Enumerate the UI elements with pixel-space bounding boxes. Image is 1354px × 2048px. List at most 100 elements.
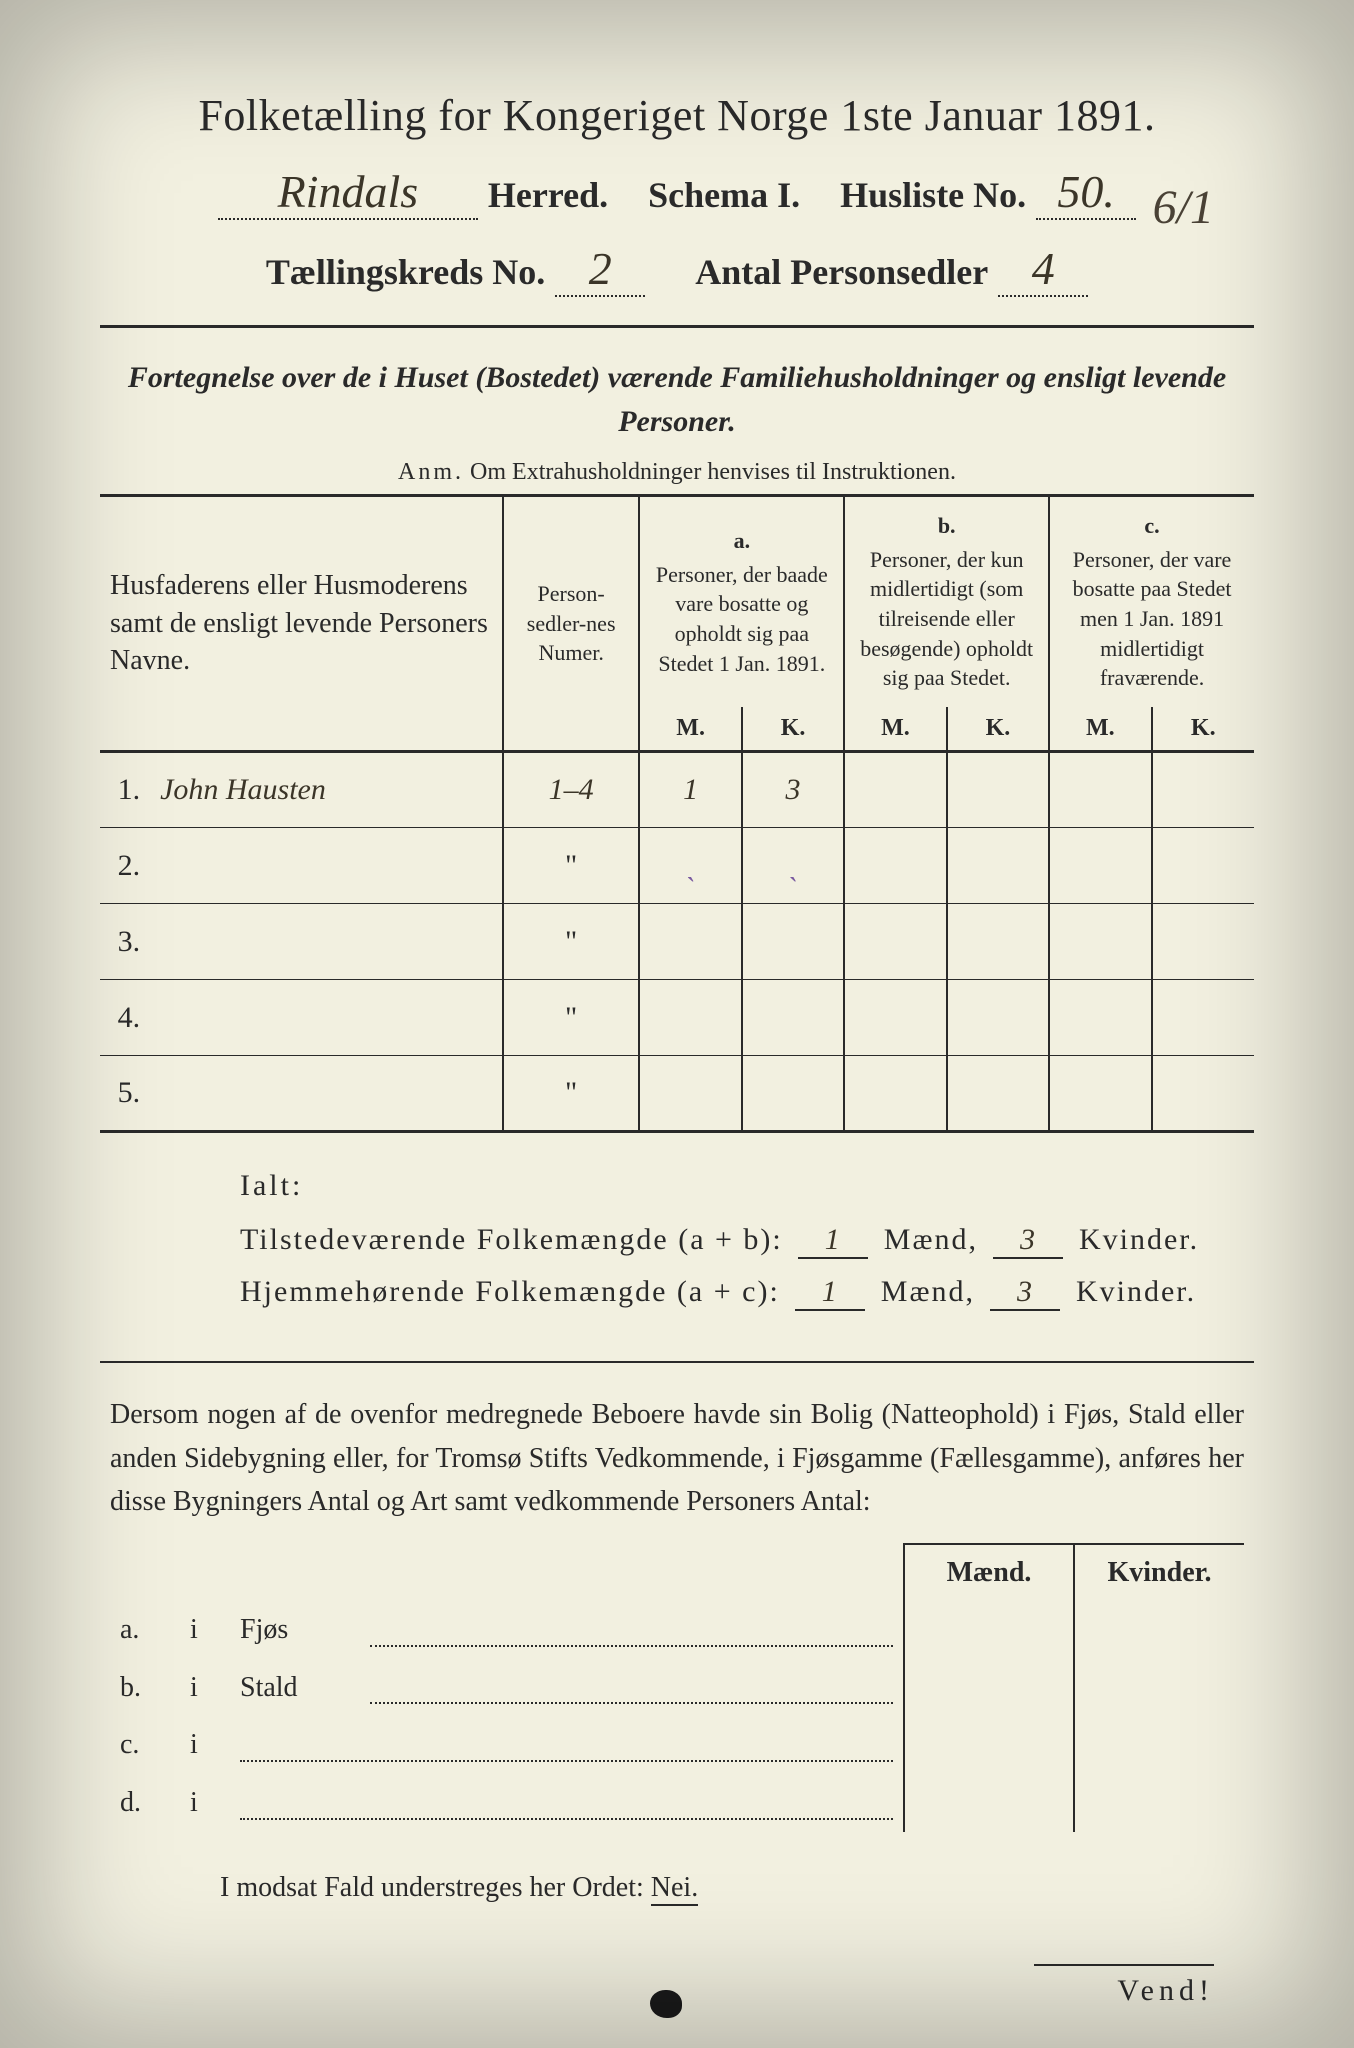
cell-a-k: 3 (742, 752, 844, 828)
present-m: 1 (798, 1223, 868, 1259)
form-title: Folketælling for Kongeriget Norge 1ste J… (100, 90, 1254, 141)
cell-c-k (1152, 904, 1254, 980)
res-row: c. i (110, 1716, 1244, 1774)
col-b-m: M. (844, 707, 946, 752)
col-b-k: K. (947, 707, 1049, 752)
cell-b-k (947, 1056, 1049, 1132)
res-m (904, 1601, 1074, 1659)
res-dots (360, 1601, 904, 1659)
row-num: 4. (100, 980, 150, 1056)
antal-label: Antal Personsedler (695, 251, 988, 293)
corner-fraction: 6/1 (1153, 180, 1214, 235)
res-head-blank (110, 1544, 904, 1601)
schema-label: Schema I. (648, 174, 800, 216)
cell-b-m (844, 904, 946, 980)
census-form-page: 6/1 Folketælling for Kongeriget Norge 1s… (100, 90, 1254, 2008)
res-k (1074, 1716, 1244, 1774)
cell-c-m (1049, 752, 1151, 828)
residence-table-wrap: Mænd. Kvinder. a. i Fjøs b. i Stald c. (110, 1543, 1244, 1831)
residence-table: Mænd. Kvinder. a. i Fjøs b. i Stald c. (110, 1543, 1244, 1831)
resident-k: 3 (990, 1275, 1060, 1311)
cell-c-m (1049, 1056, 1151, 1132)
row-numer: " (503, 904, 640, 980)
res-row: a. i Fjøs (110, 1601, 1244, 1659)
row-num: 1. (100, 752, 150, 828)
ialt-label: Ialt: (240, 1169, 1254, 1203)
table-row: 1. John Hausten 1–4 1 3 (100, 752, 1254, 828)
res-dots (230, 1774, 904, 1832)
res-dots (230, 1716, 904, 1774)
res-type: Stald (230, 1659, 360, 1717)
table-row: 5. " (100, 1056, 1254, 1132)
row-name: John Hausten (150, 752, 503, 828)
rule-3 (1034, 1964, 1214, 1966)
row-numer: 1–4 (503, 752, 640, 828)
table-row: 4. " (100, 980, 1254, 1056)
res-i: i (180, 1659, 230, 1717)
res-k (1074, 1659, 1244, 1717)
cell-a-m (639, 1056, 741, 1132)
col-c: c. Personer, der vare bosatte paa Stedet… (1049, 496, 1254, 708)
total-line-resident: Hjemmehørende Folkemængde (a + c): 1 Mæn… (240, 1275, 1254, 1311)
col-a: a. Personer, der baade vare bosatte og o… (639, 496, 844, 708)
cell-a-k (742, 980, 844, 1056)
row-name (150, 904, 503, 980)
res-letter: c. (110, 1716, 180, 1774)
res-i: i (180, 1601, 230, 1659)
res-type: Fjøs (230, 1601, 360, 1659)
row-num: 2. (100, 828, 150, 904)
husliste-label: Husliste No. (840, 174, 1026, 216)
form-description: Fortegnelse over de i Huset (Bostedet) v… (100, 356, 1254, 443)
footer-line: I modsat Fald understreges her Ordet: Ne… (220, 1872, 1254, 1904)
anm-text: Om Extrahusholdninger henvises til Instr… (470, 459, 956, 485)
row-num: 3. (100, 904, 150, 980)
col-b: b. Personer, der kun midlertidigt (som t… (844, 496, 1049, 708)
cell-c-k (1152, 980, 1254, 1056)
residence-paragraph: Dersom nogen af de ovenfor medregnede Be… (110, 1393, 1244, 1523)
kreds-value: 2 (555, 242, 645, 297)
col-numer: Person-sedler-nes Numer. (503, 496, 640, 752)
cell-c-m (1049, 828, 1151, 904)
present-k: 3 (993, 1223, 1063, 1259)
row-numer: " (503, 980, 640, 1056)
col-names: Husfaderens eller Husmoderens samt de en… (100, 496, 503, 752)
row-num: 5. (100, 1056, 150, 1132)
res-row: d. i (110, 1774, 1244, 1832)
antal-value: 4 (998, 242, 1088, 297)
cell-a-m: ˎ (639, 828, 741, 904)
kreds-label: Tællingskreds No. (266, 251, 545, 293)
household-table: Husfaderens eller Husmoderens samt de en… (100, 494, 1254, 1133)
res-letter: a. (110, 1601, 180, 1659)
res-k (1074, 1774, 1244, 1832)
anm-label: Anm. (398, 459, 464, 485)
cell-c-k (1152, 752, 1254, 828)
cell-b-m (844, 752, 946, 828)
resident-m: 1 (795, 1275, 865, 1311)
cell-b-m (844, 828, 946, 904)
row-name (150, 828, 503, 904)
res-head-kvinder: Kvinder. (1074, 1544, 1244, 1601)
cell-c-m (1049, 904, 1151, 980)
cell-b-k (947, 904, 1049, 980)
cell-a-k: ˎ (742, 828, 844, 904)
cell-a-k (742, 904, 844, 980)
table-row: 3. " (100, 904, 1254, 980)
herred-label: Herred. (488, 174, 608, 216)
res-m (904, 1716, 1074, 1774)
header-line-3: Tællingskreds No. 2 Antal Personsedler 4 (100, 242, 1254, 297)
ink-blot-icon (650, 1990, 682, 2018)
cell-a-m (639, 980, 741, 1056)
row-numer: " (503, 1056, 640, 1132)
cell-b-k (947, 980, 1049, 1056)
res-m (904, 1774, 1074, 1832)
cell-b-k (947, 752, 1049, 828)
total-line-present: Tilstedeværende Folkemængde (a + b): 1 M… (240, 1223, 1254, 1259)
herred-value: Rindals (218, 165, 478, 220)
res-head-maend: Mænd. (904, 1544, 1074, 1601)
row-numer: " (503, 828, 640, 904)
cell-a-m: 1 (639, 752, 741, 828)
res-i: i (180, 1774, 230, 1832)
anm-line: Anm. Om Extrahusholdninger henvises til … (100, 459, 1254, 486)
nei-word: Nei. (651, 1872, 698, 1906)
cell-b-m (844, 980, 946, 1056)
